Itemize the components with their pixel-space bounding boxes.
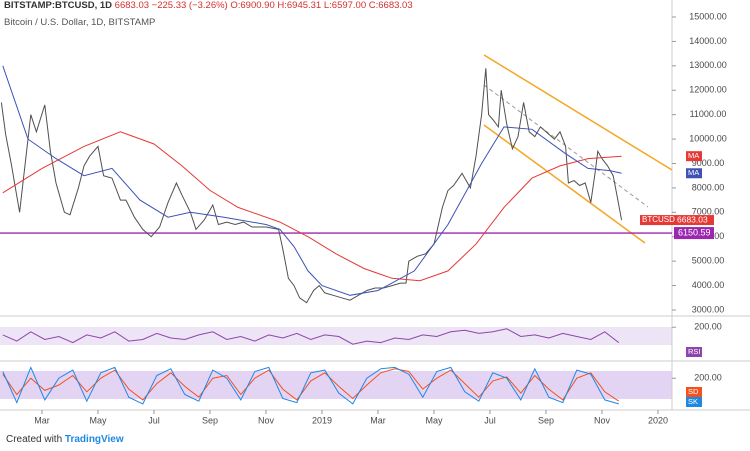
y-tick-label: 8000.00 (692, 182, 725, 192)
header: BITSTAMP:BTCUSD, 1D 6683.03 −225.33 (−3.… (4, 0, 413, 29)
x-tick-label: Jul (484, 415, 496, 425)
y-tick-label: 12000.00 (689, 85, 727, 95)
created: Created with (6, 434, 63, 445)
name-tag: BTCUSD (642, 215, 675, 224)
y-tick-label: 3000.00 (692, 304, 725, 314)
hline-tag-bg (674, 227, 714, 240)
x-tick-label: Nov (258, 415, 275, 425)
series-tag-bg (686, 397, 702, 407)
channel-mid (483, 84, 649, 208)
name-tag-bg (640, 215, 674, 226)
open: O:6900.90 (230, 0, 275, 11)
last-value: 6683.03 (677, 214, 708, 224)
y-tick-label: 5000.00 (692, 256, 725, 266)
hline-tag: 6150.59 (678, 227, 711, 237)
last: 6683.03 (114, 0, 150, 11)
series-line (2, 366, 619, 405)
series-tag: MA (688, 168, 699, 177)
y-tick-label: 11000.00 (690, 109, 727, 119)
x-tick-label: Nov (594, 415, 611, 425)
x-tick-label: 2019 (312, 415, 332, 425)
series-line (0, 68, 623, 304)
series-line (2, 131, 622, 282)
footer: Created with TradingView (6, 434, 124, 445)
series-line (2, 328, 620, 345)
series-tag: SK (688, 397, 698, 406)
y-tick-label: 15000.00 (689, 11, 727, 21)
change: −225.33 (−3.26%) (151, 0, 228, 11)
x-tick-label: May (425, 415, 443, 425)
series-tag: SD (688, 387, 699, 396)
y-tick-label: 200.00 (694, 373, 722, 383)
symbol: BITSTAMP:BTCUSD, 1D (4, 0, 113, 11)
subtitle: Bitcoin / U.S. Dollar, 1D, BITSTAMP (4, 17, 156, 28)
channel-lower (483, 124, 646, 244)
series-line (2, 368, 620, 402)
x-tick-label: Jul (148, 415, 160, 425)
y-tick-label: 13000.00 (689, 60, 727, 70)
x-tick-label: Sep (538, 415, 554, 425)
y-tick-label: 7000.00 (692, 207, 725, 217)
series-tag-bg (686, 168, 702, 179)
x-tick-label: Mar (34, 415, 50, 425)
stoch-band (0, 371, 672, 399)
series-tag-bg (686, 347, 702, 357)
y-tick-label: 9000.00 (692, 158, 725, 168)
series-tag-bg (686, 151, 702, 162)
series-line (2, 65, 622, 296)
x-tick-label: May (89, 415, 107, 425)
close: C:6683.03 (368, 0, 413, 11)
y-tick-label: 14000.00 (689, 36, 727, 46)
y-tick-label: 200.00 (694, 322, 722, 332)
channel-upper (483, 54, 673, 171)
series-tag: RSI (688, 347, 701, 356)
brand[interactable]: TradingView (64, 434, 124, 445)
y-tick-label: 10000.00 (689, 133, 727, 143)
series-tag-bg (686, 387, 702, 397)
x-tick-label: Sep (202, 415, 218, 425)
x-tick-label: Mar (370, 415, 386, 425)
x-tick-label: 2020 (648, 415, 668, 425)
series-tag: MA (688, 151, 699, 160)
low: L:6597.00 (323, 0, 367, 11)
y-tick-label: 4000.00 (692, 280, 725, 290)
high: H:6945.31 (277, 0, 322, 11)
series-tag-bg (674, 215, 714, 226)
